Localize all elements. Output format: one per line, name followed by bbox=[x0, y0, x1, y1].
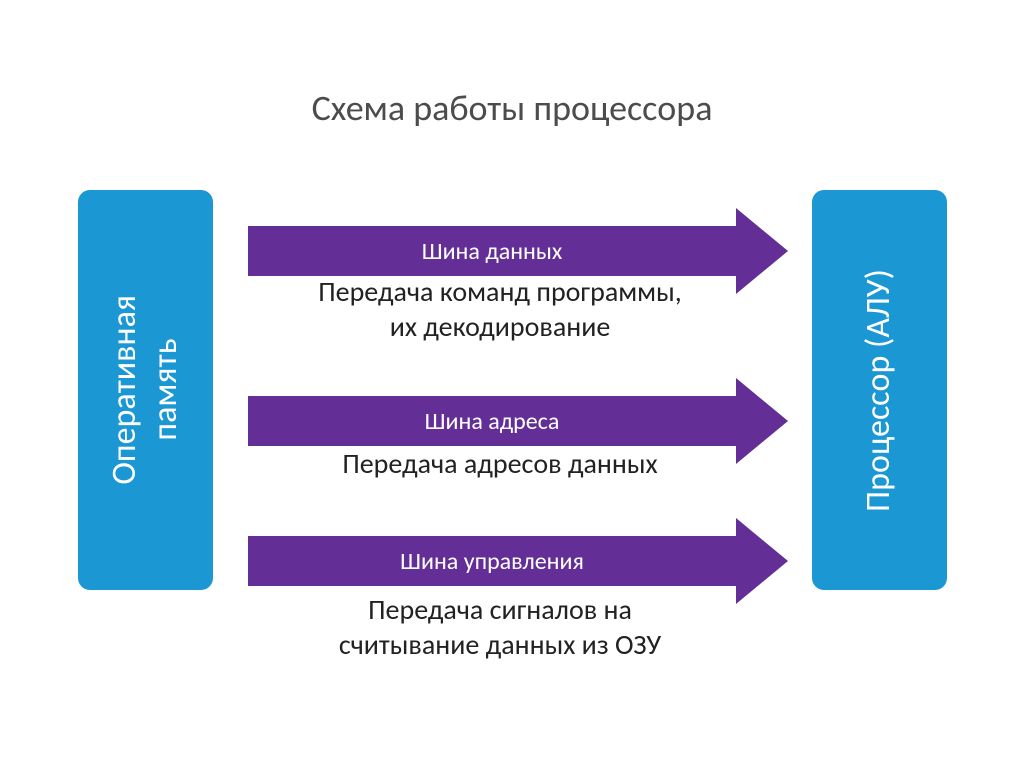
bus-description: Передача команд программы,их декодирован… bbox=[180, 274, 820, 344]
bus-arrow-label: Шина данных bbox=[422, 237, 563, 266]
bus-arrow-label: Шина адреса bbox=[425, 407, 560, 436]
left-box-memory: Оперативнаяпамять bbox=[78, 190, 213, 590]
left-box-label: Оперативнаяпамять bbox=[105, 295, 187, 485]
bus-arrow-label: Шина управления bbox=[400, 547, 584, 576]
right-box-processor: Процессор (АЛУ) bbox=[812, 190, 947, 590]
diagram-title: Схема работы процессора bbox=[0, 86, 1024, 130]
bus-description: Передача сигналов насчитывание данных из… bbox=[180, 592, 820, 662]
right-box-label: Процессор (АЛУ) bbox=[859, 269, 900, 512]
bus-description: Передача адресов данных bbox=[180, 446, 820, 481]
